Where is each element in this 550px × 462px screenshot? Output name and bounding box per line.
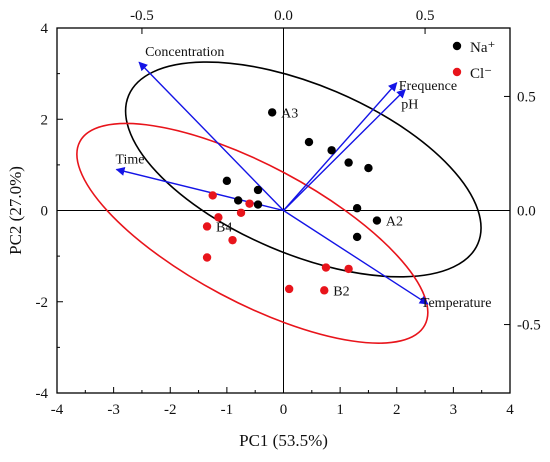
y-axis-title: PC2 (27.0%)	[6, 166, 25, 255]
top-tick-label-1: 0.0	[274, 8, 293, 24]
y-tick-label-1: -2	[36, 295, 49, 311]
data-point-1-9	[284, 284, 294, 294]
loading-arrow-0	[138, 61, 285, 211]
loading-label-3: Time	[115, 152, 144, 167]
top-tick-label-0: -0.5	[130, 8, 154, 24]
right-tick-label-0: -0.5	[517, 318, 541, 334]
x-axis-title: PC1 (53.5%)	[239, 431, 328, 450]
data-point-0-8	[253, 200, 263, 209]
data-point-0-9	[352, 204, 362, 213]
y-tick-label-2: 0	[41, 204, 49, 220]
data-point-0-1	[304, 137, 314, 147]
x-tick-label-2: -2	[164, 402, 177, 418]
data-point-1-2	[236, 208, 246, 217]
data-point-0-0	[267, 108, 277, 117]
legend-marker-1	[452, 67, 462, 77]
loading-arrow-1	[282, 82, 398, 211]
right-tick-label-2: 0.5	[517, 89, 536, 105]
data-point-1-4	[202, 222, 212, 231]
data-point-1-8	[344, 264, 353, 274]
x-tick-label-4: 0	[280, 402, 288, 418]
loading-label-4: Temperature	[421, 296, 492, 311]
data-point-0-10	[372, 216, 382, 225]
data-point-1-10	[320, 286, 329, 295]
y-tick-label-0: -4	[36, 386, 49, 402]
y-tick-label-4: 4	[41, 21, 49, 37]
legend-label-1: Cl⁻	[470, 66, 492, 82]
confidence-ellipse-0	[124, 61, 482, 278]
y-tick-label-3: 2	[41, 112, 49, 128]
x-tick-label-1: -3	[107, 402, 120, 418]
data-point-1-3	[214, 213, 223, 222]
loading-label-0: Concentration	[145, 45, 224, 60]
data-point-1-7	[321, 263, 331, 272]
point-label-1-10: B2	[333, 284, 349, 299]
data-point-1-0	[208, 191, 217, 200]
x-tick-label-0: -4	[51, 402, 64, 418]
data-point-0-6	[253, 185, 263, 195]
x-tick-label-8: 4	[506, 402, 514, 418]
loading-label-2: pH	[401, 98, 418, 113]
point-label-0-10: A2	[386, 215, 403, 230]
data-point-0-11	[352, 232, 362, 242]
data-point-1-1	[245, 199, 254, 208]
legend-label-0: Na⁺	[470, 40, 495, 56]
data-point-0-3	[344, 158, 353, 167]
loading-arrow-4	[283, 209, 429, 305]
data-point-0-2	[327, 146, 336, 155]
legend-marker-0	[452, 41, 462, 51]
top-tick-label-2: 0.5	[416, 8, 435, 24]
data-point-1-6	[202, 253, 212, 262]
loading-label-1: Frequence	[399, 79, 457, 94]
x-tick-label-5: 1	[336, 402, 344, 418]
data-point-1-5	[228, 235, 237, 245]
loading-arrow-2	[283, 88, 406, 211]
x-tick-label-7: 3	[450, 402, 458, 418]
data-point-0-5	[222, 176, 232, 186]
point-label-1-4: B4	[216, 220, 232, 235]
point-label-0-0: A3	[281, 106, 298, 121]
confidence-ellipse-1	[76, 122, 429, 344]
data-point-0-4	[364, 163, 373, 173]
x-tick-label-6: 2	[393, 402, 401, 418]
data-point-0-7	[234, 196, 243, 205]
right-tick-label-1: 0.0	[517, 204, 536, 220]
x-tick-label-3: -1	[221, 402, 234, 418]
